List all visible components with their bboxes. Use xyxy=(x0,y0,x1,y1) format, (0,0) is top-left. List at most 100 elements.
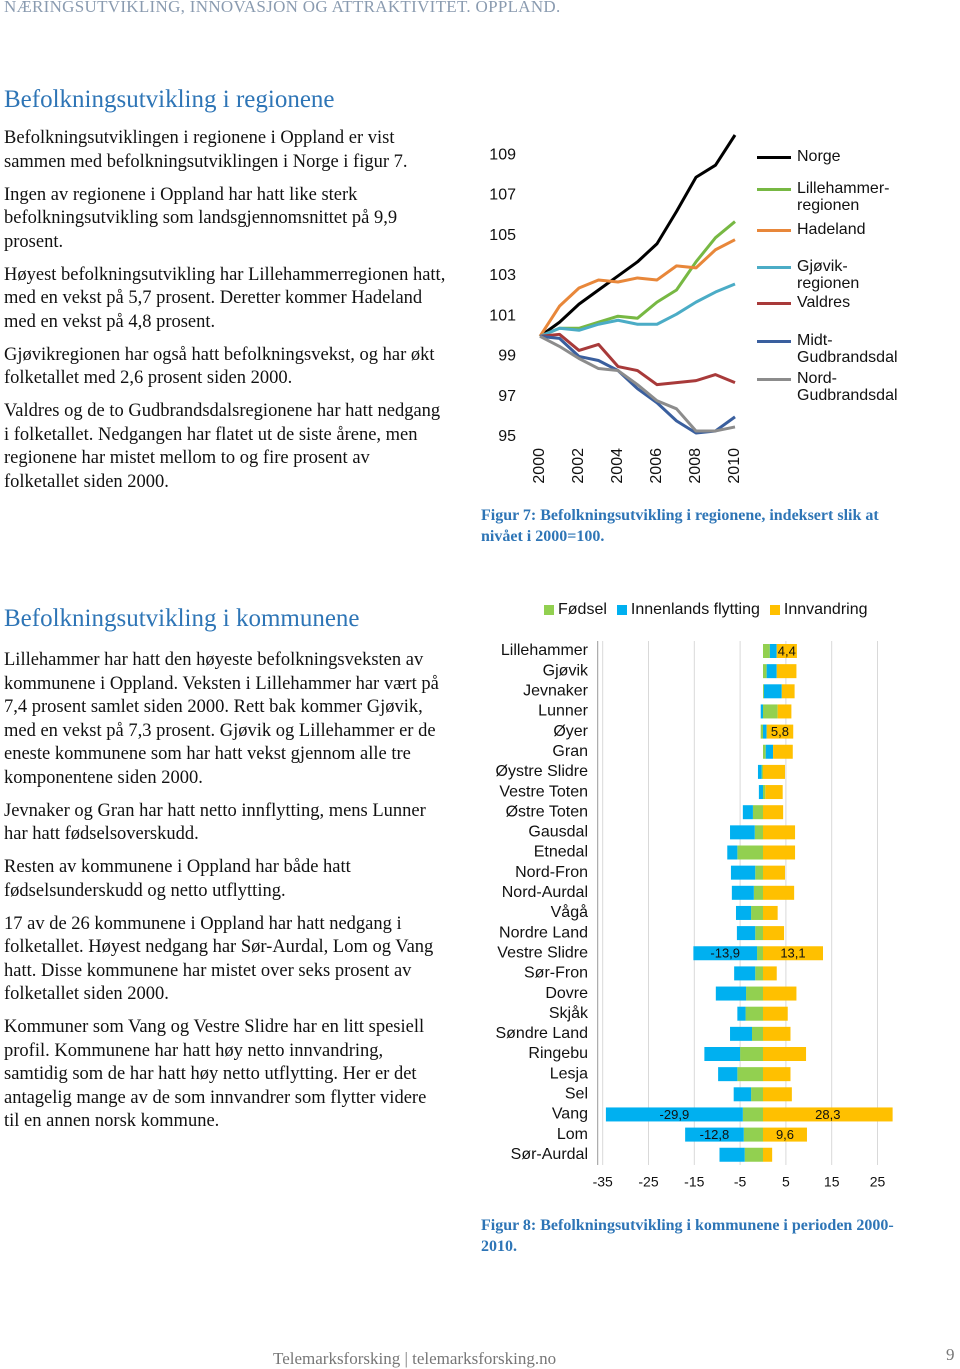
legend: Norge Lillehammer-regionen Hadeland Gjøvik-… xyxy=(757,0,957,420)
x-tick-label: 2004 xyxy=(609,448,626,484)
bar-segment xyxy=(763,986,797,1001)
bar-segment xyxy=(757,764,762,779)
legend-label: Midt-Gudbrandsdal xyxy=(797,332,898,366)
legend-item: Norge xyxy=(757,148,909,165)
category-label: Gran xyxy=(552,743,588,760)
paragraph: Gjøvikregionen har også hatt befolknings… xyxy=(4,344,435,389)
category-label: Østre Toten xyxy=(506,803,588,820)
bar-segment xyxy=(755,926,763,941)
bar-segment xyxy=(754,825,763,840)
data-label: 13,1 xyxy=(780,946,805,961)
series-line xyxy=(539,335,736,433)
bar-segment xyxy=(742,805,753,820)
bar-segment xyxy=(763,684,764,699)
bar-segment xyxy=(763,1067,791,1082)
section-text: Lillehammer har hatt den høyeste befolkn… xyxy=(4,649,446,1143)
bar-segment xyxy=(766,664,777,679)
bar-segment xyxy=(773,744,793,759)
paragraph: Valdres og de to Gudbrandsdalsregionene … xyxy=(4,401,441,492)
bar-segment xyxy=(763,805,784,820)
x-tick-label: 5 xyxy=(782,1174,790,1190)
x-tick-label: 15 xyxy=(824,1174,840,1190)
category-label: Skjåk xyxy=(549,1004,589,1022)
data-label: 9,6 xyxy=(776,1127,794,1142)
bar-segment xyxy=(735,905,752,920)
series-line xyxy=(539,332,736,387)
bar-segment xyxy=(763,704,778,719)
bar-segment xyxy=(763,926,785,941)
page-number: 9 xyxy=(946,1345,955,1364)
bar-segment xyxy=(605,1107,743,1122)
bar-segment xyxy=(718,1067,738,1082)
category-label: Søndre Land xyxy=(495,1025,588,1042)
category-label: Øyer xyxy=(553,723,588,740)
bar-segment xyxy=(758,785,763,800)
bar-segment xyxy=(761,764,763,779)
bar-segment xyxy=(730,865,756,880)
legend-item: Midt-Gudbrandsdal xyxy=(757,332,909,366)
legend-swatch xyxy=(769,604,780,615)
x-tick-label: 25 xyxy=(870,1174,886,1190)
legend-item: Innenlands flytting xyxy=(616,601,760,618)
y-tick-label: 95 xyxy=(498,428,516,445)
bar-segment xyxy=(763,825,796,840)
bar-segment xyxy=(763,946,823,961)
bar-segment xyxy=(745,1006,763,1021)
y-tick-label: 109 xyxy=(489,146,516,163)
figure-caption: Figur 8: Befolkningsutvikling i kommunen… xyxy=(481,1217,894,1255)
bar-segment xyxy=(763,785,766,800)
legend-item: Gjøvik-regionen xyxy=(757,258,909,292)
legend-label: Nord-Gudbrandsdal xyxy=(797,370,898,404)
category-label: Lillehammer xyxy=(501,642,589,659)
data-label: -12,8 xyxy=(700,1127,730,1142)
x-tick-label: 2006 xyxy=(648,448,665,484)
y-tick-label: 105 xyxy=(489,227,516,244)
legend-label: Norge xyxy=(797,148,841,165)
bar-segment xyxy=(763,1147,773,1162)
bar-segment xyxy=(763,966,777,981)
bar-segment xyxy=(731,885,754,900)
y-tick-label: 103 xyxy=(489,267,516,284)
legend-label: Fødsel xyxy=(558,601,607,618)
bar-segment xyxy=(763,724,767,739)
x-tick-label: 2002 xyxy=(570,448,587,484)
y-tick-label: 101 xyxy=(489,307,516,324)
bar-segment xyxy=(743,1127,763,1142)
bar-segment xyxy=(733,1087,752,1102)
bar-segment xyxy=(763,1026,791,1041)
x-tick-label: 2010 xyxy=(726,448,743,484)
category-label: Lunner xyxy=(538,703,588,720)
bar-segment xyxy=(763,684,782,699)
bar-segment xyxy=(763,1006,788,1021)
bar-segment xyxy=(763,764,785,779)
bar-segment xyxy=(730,825,755,840)
x-tick-label: -15 xyxy=(684,1174,704,1190)
bar-segment xyxy=(757,946,763,961)
bar-segment xyxy=(765,785,783,800)
y-tick-label: 97 xyxy=(498,388,516,405)
data-label: -13,9 xyxy=(710,946,740,961)
bar-segment xyxy=(746,986,763,1001)
bar-segment xyxy=(685,1127,744,1142)
bar-segment xyxy=(760,704,763,719)
category-label: Gjøvik xyxy=(543,662,589,679)
category-label: Dovre xyxy=(545,985,588,1002)
series-line xyxy=(539,134,737,338)
legend-item: Nord-Gudbrandsdal xyxy=(757,370,909,404)
category-label: Jevnaker xyxy=(523,683,589,700)
legend-swatch xyxy=(757,156,791,159)
category-label: Lesja xyxy=(550,1065,588,1082)
legend-swatch xyxy=(757,266,791,269)
section-title: Befolkningsutvikling i regionene xyxy=(4,86,335,113)
bar-segment xyxy=(769,644,777,658)
category-label: Nordre Land xyxy=(499,924,588,941)
category-label: Nord-Fron xyxy=(515,864,588,881)
bar-segment xyxy=(730,1026,753,1041)
paragraph: Jevnaker og Gran har hatt netto innflytt… xyxy=(4,800,426,845)
bar-segment xyxy=(763,1047,807,1061)
x-tick-label: 2008 xyxy=(687,448,704,484)
paragraph: Resten av kommunene i Oppland har både h… xyxy=(4,857,351,901)
category-label: Ringebu xyxy=(528,1045,588,1062)
bar-segment xyxy=(766,724,794,739)
y-tick-label: 107 xyxy=(489,187,516,204)
